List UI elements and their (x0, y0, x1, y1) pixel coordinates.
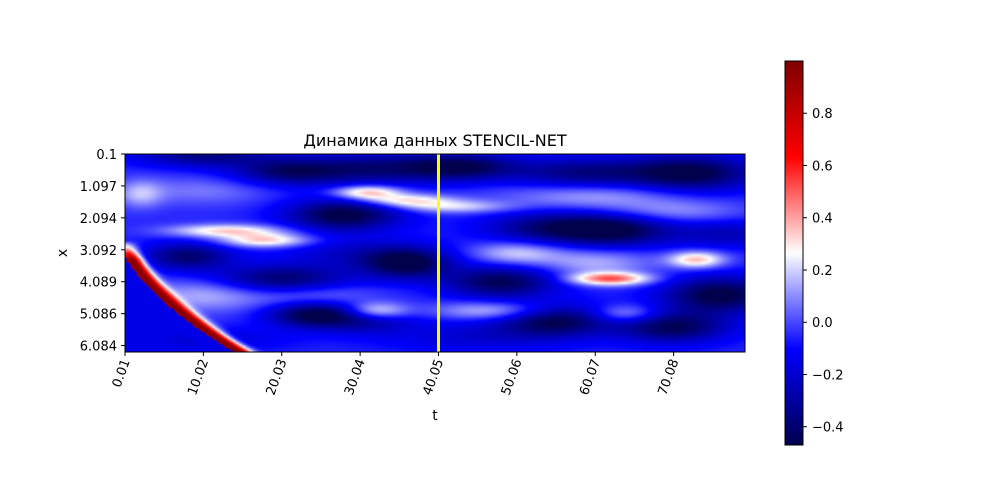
y-tick-label: 6.084 (80, 340, 117, 355)
colorbar-tick-label: −0.4 (812, 421, 844, 436)
colorbar-gradient (785, 61, 803, 445)
colorbar-tick-label: 0.8 (812, 107, 833, 122)
colorbar-tick-label: 0.0 (812, 316, 833, 331)
colorbar-tick-label: 0.6 (812, 159, 833, 174)
colorbar-tick-label: 0.4 (812, 212, 833, 227)
colorbar: 0.8 0.6 0.4 0.2 0.0 −0.2 −0.4 (784, 60, 844, 446)
y-tick-label: 1.097 (80, 180, 117, 195)
heatmap-image (125, 154, 745, 352)
colorbar-ticks: 0.8 0.6 0.4 0.2 0.0 −0.2 −0.4 (803, 107, 844, 436)
colorbar-tick-label: 0.2 (812, 264, 833, 279)
plot-frame (124, 153, 746, 353)
y-tick-label: 0.1 (96, 148, 117, 163)
x-axis: 0.01 10.02 20.03 30.04 40.05 50.06 60.07 70.08 (110, 352, 682, 397)
y-axis: 0.1 1.097 2.094 3.092 4.089 5.086 6.084 (80, 148, 125, 355)
y-tick-label: 2.094 (80, 212, 117, 227)
plot-area (124, 153, 746, 353)
y-axis-label: x (55, 249, 71, 257)
y-tick-label: 3.092 (80, 244, 117, 259)
x-axis-label: t (432, 408, 438, 424)
colorbar-tick-label: −0.2 (812, 368, 844, 383)
y-tick-label: 4.089 (80, 276, 117, 291)
y-tick-label: 5.086 (80, 308, 117, 323)
chart-title: Динамика данных STENCIL-NET (303, 131, 567, 150)
colorbar-frame (784, 60, 804, 446)
